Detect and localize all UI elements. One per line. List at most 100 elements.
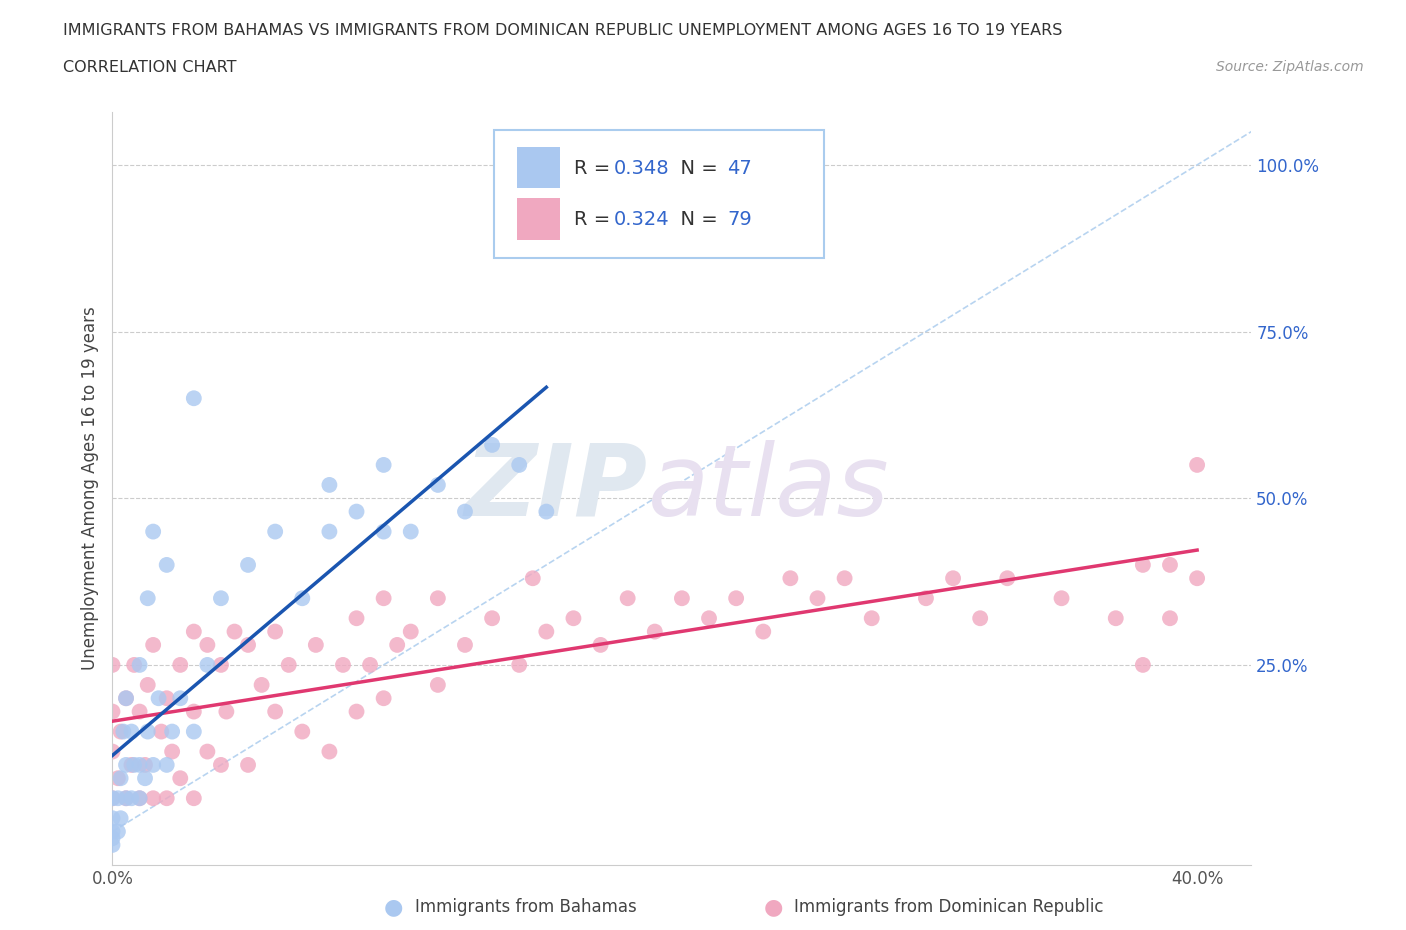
Point [209, 757, 232, 772]
Point [589, 637, 612, 652]
Point [969, 611, 991, 626]
Point [142, 757, 165, 772]
Point [101, 704, 124, 719]
Point [115, 790, 138, 805]
Point [112, 724, 135, 739]
Point [101, 658, 124, 672]
Point [318, 744, 340, 759]
Point [195, 637, 219, 652]
Point [806, 591, 828, 605]
Point [915, 591, 938, 605]
Point [305, 637, 328, 652]
Point [156, 790, 179, 805]
Text: N =: N = [668, 210, 724, 229]
Point [101, 744, 124, 759]
Point [264, 525, 287, 539]
Point [183, 790, 205, 805]
Point [454, 637, 477, 652]
Point [156, 557, 179, 572]
Point [995, 571, 1018, 586]
Text: Immigrants from Dominican Republic: Immigrants from Dominican Republic [794, 897, 1104, 916]
Point [1159, 557, 1181, 572]
Point [122, 658, 145, 672]
Point [508, 658, 530, 672]
Point [160, 724, 183, 739]
Point [426, 477, 449, 492]
Point [101, 830, 124, 845]
Point [128, 658, 150, 672]
Point [481, 437, 503, 452]
Text: ●: ● [763, 897, 783, 917]
Point [1159, 611, 1181, 626]
Text: 0.348: 0.348 [613, 159, 669, 178]
Point [1185, 458, 1208, 472]
Point [346, 704, 368, 719]
Text: 79: 79 [727, 210, 752, 229]
Point [215, 704, 238, 719]
Point [169, 658, 191, 672]
Point [115, 790, 138, 805]
Point [169, 771, 191, 786]
FancyBboxPatch shape [517, 198, 560, 240]
Point [277, 658, 299, 672]
Point [107, 824, 129, 839]
Point [195, 658, 219, 672]
Text: ●: ● [384, 897, 404, 917]
Text: Source: ZipAtlas.com: Source: ZipAtlas.com [1216, 60, 1364, 74]
Point [725, 591, 748, 605]
Point [426, 591, 449, 605]
Point [291, 591, 314, 605]
Point [183, 391, 205, 405]
Text: Immigrants from Bahamas: Immigrants from Bahamas [415, 897, 637, 916]
FancyBboxPatch shape [494, 130, 824, 259]
Point [373, 691, 395, 706]
Point [128, 704, 150, 719]
Point [150, 724, 173, 739]
Point [107, 790, 129, 805]
Point [426, 677, 449, 692]
Point [148, 691, 170, 706]
Point [121, 724, 143, 739]
Point [332, 658, 354, 672]
Point [536, 624, 558, 639]
Point [1132, 658, 1154, 672]
Text: 0.324: 0.324 [613, 210, 669, 229]
Text: CORRELATION CHART: CORRELATION CHART [63, 60, 236, 75]
Point [373, 591, 395, 605]
Point [318, 477, 340, 492]
Point [399, 624, 422, 639]
Point [128, 757, 150, 772]
Point [136, 677, 159, 692]
Point [1132, 557, 1154, 572]
Point [346, 611, 368, 626]
Point [101, 824, 124, 839]
Point [264, 624, 287, 639]
Point [399, 525, 422, 539]
Point [385, 637, 409, 652]
FancyBboxPatch shape [517, 147, 560, 189]
Point [236, 757, 259, 772]
Point [522, 571, 544, 586]
Point [1050, 591, 1073, 605]
Point [183, 704, 205, 719]
Point [644, 624, 666, 639]
Point [779, 571, 801, 586]
Point [536, 504, 558, 519]
Point [183, 724, 205, 739]
Point [128, 790, 150, 805]
Text: 47: 47 [727, 159, 752, 178]
Point [101, 837, 124, 852]
Point [250, 677, 273, 692]
Point [142, 790, 165, 805]
Point [156, 691, 179, 706]
Point [110, 771, 132, 786]
Point [346, 504, 368, 519]
Point [860, 611, 883, 626]
Point [101, 790, 124, 805]
Point [107, 771, 129, 786]
Point [481, 611, 503, 626]
Point [752, 624, 775, 639]
Point [454, 504, 477, 519]
Point [169, 691, 191, 706]
Point [508, 458, 530, 472]
